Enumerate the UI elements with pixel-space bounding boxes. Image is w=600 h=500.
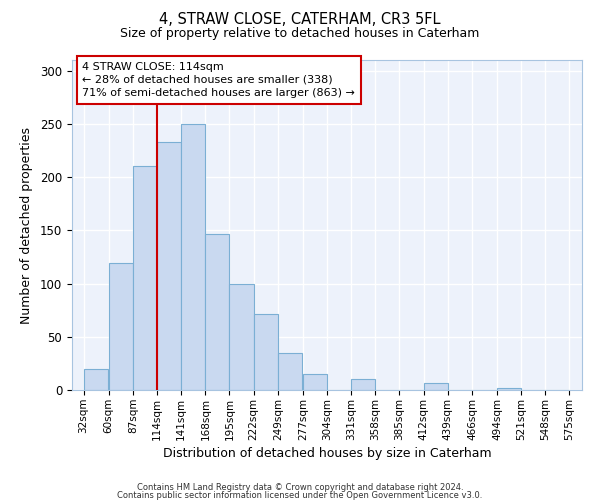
Y-axis label: Number of detached properties: Number of detached properties [20,126,33,324]
Bar [83,368,108,390]
Bar [157,142,181,390]
Bar [229,284,254,390]
Bar [497,388,521,390]
Bar [303,374,327,390]
Text: Contains HM Land Registry data © Crown copyright and database right 2024.: Contains HM Land Registry data © Crown c… [137,483,463,492]
Bar [109,264,133,390]
Text: 4, STRAW CLOSE, CATERHAM, CR3 5FL: 4, STRAW CLOSE, CATERHAM, CR3 5FL [159,12,441,28]
Text: Contains public sector information licensed under the Open Government Licence v3: Contains public sector information licen… [118,490,482,500]
Bar [424,382,448,390]
Bar [278,352,302,390]
Bar [205,234,229,390]
Bar [181,124,205,390]
X-axis label: Distribution of detached houses by size in Caterham: Distribution of detached houses by size … [163,446,491,460]
Text: 4 STRAW CLOSE: 114sqm
← 28% of detached houses are smaller (338)
71% of semi-det: 4 STRAW CLOSE: 114sqm ← 28% of detached … [82,62,355,98]
Bar [133,166,157,390]
Text: Size of property relative to detached houses in Caterham: Size of property relative to detached ho… [121,28,479,40]
Bar [254,314,278,390]
Bar [351,380,376,390]
